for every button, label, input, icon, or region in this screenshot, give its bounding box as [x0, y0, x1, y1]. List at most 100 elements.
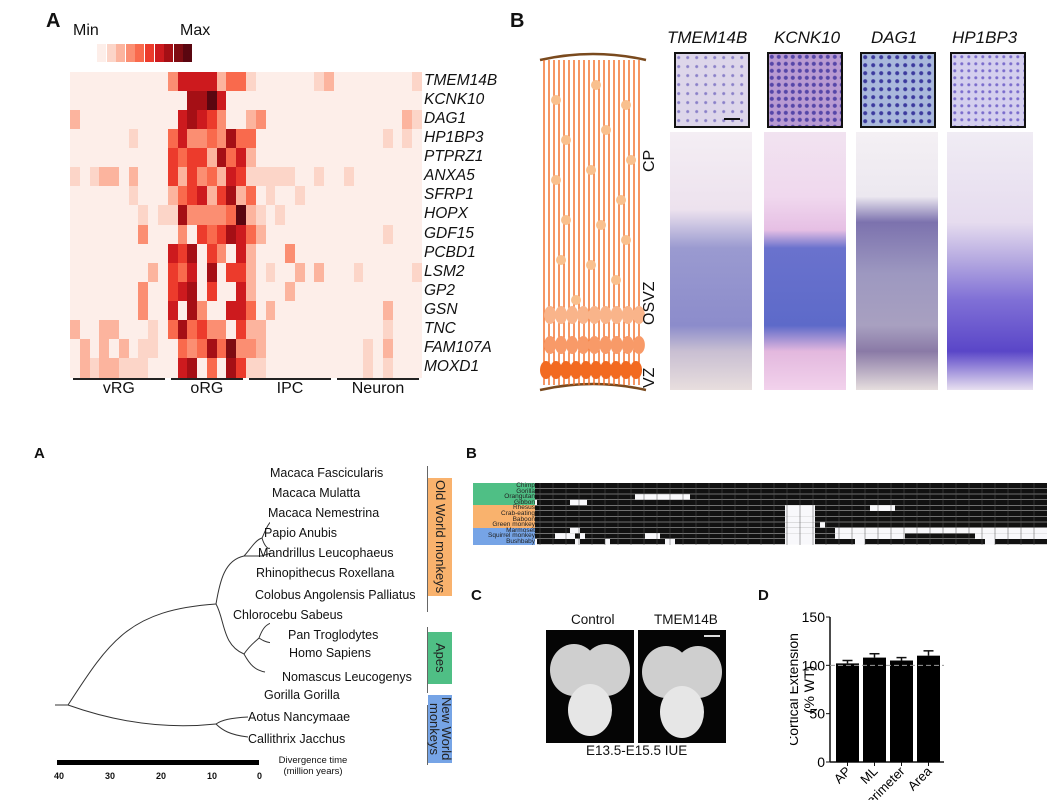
heatmap-cell	[353, 129, 364, 149]
heatmap-cell	[128, 72, 139, 92]
alignment-gap	[985, 539, 995, 545]
heatmap-cell	[324, 262, 335, 283]
heatmap-cell	[89, 338, 100, 359]
heatmap-cell	[138, 110, 149, 130]
heatmap-cell	[197, 167, 208, 187]
gene-label: GSN	[424, 300, 458, 318]
heatmap-cell	[138, 281, 149, 302]
heatmap-cell	[128, 91, 139, 111]
heatmap-cell	[382, 205, 394, 225]
heatmap-cell	[70, 205, 81, 225]
heatmap-cell	[89, 243, 100, 264]
heatmap-cell	[177, 224, 188, 245]
scale-swatch	[125, 44, 135, 62]
heatmap-cell	[148, 357, 159, 378]
heatmap-cell	[294, 167, 306, 187]
heatmap-cell	[392, 129, 403, 149]
heatmap-cell	[236, 224, 247, 245]
heatmap-cell	[118, 243, 130, 264]
heatmap-cell	[138, 300, 149, 321]
scale-swatch	[183, 44, 193, 62]
heatmap-cell	[128, 205, 139, 225]
scale-max-label: Max	[180, 22, 211, 39]
heatmap-cell	[402, 281, 413, 302]
heatmap-cell	[109, 338, 120, 359]
heatmap-cell	[216, 224, 227, 245]
heatmap-cell	[197, 91, 208, 111]
alignment-gap	[855, 539, 865, 545]
ish-title-hp1bp3: HP1BP3	[952, 28, 1018, 47]
heatmap-cell	[304, 148, 315, 168]
heatmap-cell	[382, 319, 394, 340]
heatmap-cell	[148, 186, 159, 206]
heatmap-cell	[206, 129, 218, 149]
group-label: IPC	[276, 380, 304, 397]
alignment-gap	[555, 533, 575, 539]
heatmap-cell	[99, 319, 110, 340]
heatmap-cell	[353, 243, 364, 264]
heatmap-cell	[294, 148, 306, 168]
heatmap-cell	[412, 300, 423, 321]
heatmap-cell	[206, 281, 218, 302]
ish-section-kcnk10	[764, 132, 846, 390]
group-underline	[249, 378, 331, 380]
alignment-gap	[835, 527, 1047, 534]
heatmap-cell	[334, 186, 345, 206]
heatmap-cell	[158, 338, 169, 359]
heatmap-cell	[89, 262, 100, 283]
heatmap-cell	[187, 167, 198, 187]
heatmap-cell	[109, 186, 120, 206]
heatmap-cell	[187, 262, 198, 283]
heatmap-cell	[275, 205, 286, 225]
alignment-gap	[605, 539, 610, 545]
heatmap-cell	[255, 357, 267, 378]
heatmap-cell	[402, 205, 413, 225]
heatmap-cell	[334, 338, 345, 359]
heatmap-cell	[177, 205, 188, 225]
heatmap-cell	[216, 243, 227, 264]
heatmap-cell	[177, 281, 188, 302]
time-axis-title: Divergence time (million years)	[278, 755, 348, 777]
heatmap-cell	[314, 148, 325, 168]
bar	[917, 655, 940, 762]
heatmap-cell	[246, 319, 257, 340]
heatmap-cell	[226, 262, 237, 283]
heatmap-cell	[324, 357, 335, 378]
group-label: oRG	[190, 380, 224, 397]
heatmap-cell	[304, 357, 315, 378]
species-label: Colobus Angolensis Palliatus	[255, 588, 416, 602]
heatmap-cell	[138, 338, 149, 359]
heatmap-cell	[109, 129, 120, 149]
heatmap-cell	[216, 300, 227, 321]
heatmap-cell	[197, 186, 208, 206]
zone-label-cp: CP	[641, 149, 658, 172]
heatmap-cell	[392, 91, 403, 111]
heatmap-cell	[167, 72, 179, 92]
heatmap-cell	[148, 338, 159, 359]
y-tick-label: 50	[809, 706, 825, 722]
heatmap-cell	[148, 205, 159, 225]
heatmap-cell	[382, 110, 394, 130]
heatmap-cell	[334, 167, 345, 187]
heatmap-cell	[294, 205, 306, 225]
heatmap-cell	[70, 338, 81, 359]
heatmap-cell	[187, 300, 198, 321]
ish-section-hp1bp3	[947, 132, 1033, 390]
heatmap-cell	[226, 300, 237, 321]
panel-b-top-letter: B	[510, 10, 525, 32]
alignment-gap	[975, 533, 1047, 539]
heatmap-cell	[294, 72, 306, 92]
heatmap-cell	[285, 281, 296, 302]
heatmap-cell	[314, 186, 325, 206]
heatmap-cell	[255, 129, 267, 149]
heatmap-cell	[285, 205, 296, 225]
heatmap-cell	[70, 148, 81, 168]
heatmap-cell	[382, 243, 394, 264]
heatmap-cell	[236, 281, 247, 302]
heatmap-cell	[255, 262, 267, 283]
heatmap-cell	[314, 338, 325, 359]
heatmap-cell	[148, 300, 159, 321]
heatmap-cell	[392, 148, 403, 168]
ish-title-kcnk10: KCNK10	[774, 28, 841, 47]
heatmap-cell	[158, 91, 169, 111]
